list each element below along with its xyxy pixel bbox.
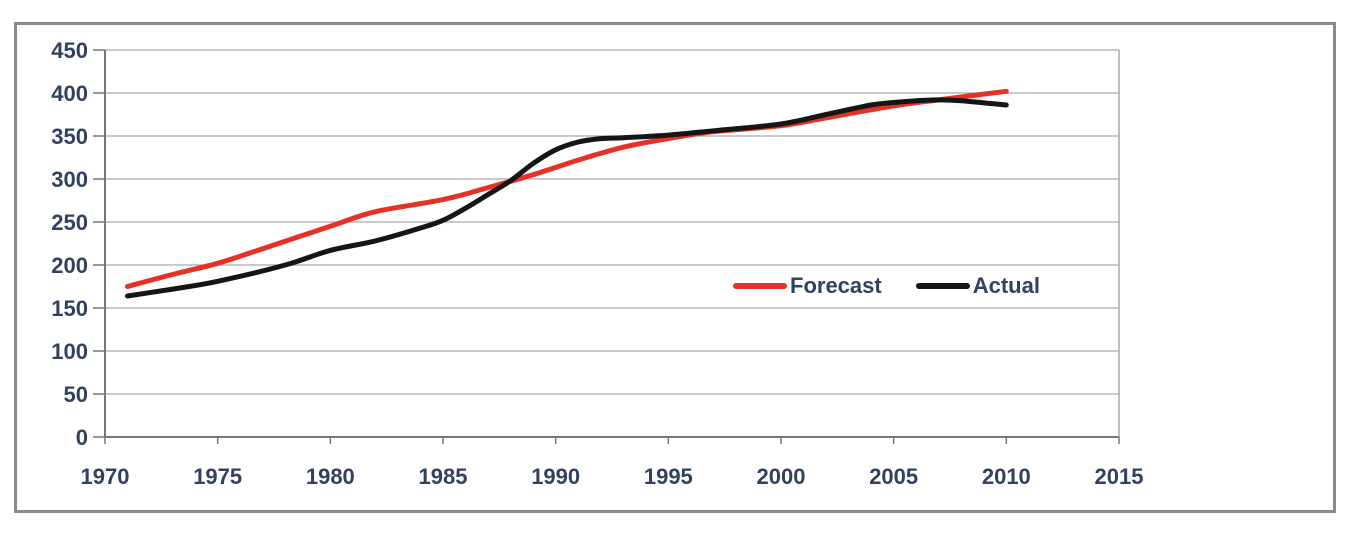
y-tick-label: 400	[51, 81, 88, 106]
x-tick-label: 1990	[531, 464, 580, 489]
x-tick-label: 1985	[419, 464, 468, 489]
x-tick-label: 1975	[193, 464, 242, 489]
series-line-forecast	[125, 88, 1009, 289]
legend-label-actual: Actual	[972, 273, 1040, 298]
legend-item-actual: Actual	[915, 273, 1040, 298]
y-tick-label: 50	[64, 382, 88, 407]
x-tick-label: 2015	[1095, 464, 1144, 489]
y-tick-label: 450	[51, 38, 88, 63]
y-tick-label: 100	[51, 339, 88, 364]
y-tick-label: 350	[51, 124, 88, 149]
y-tick-label: 150	[51, 296, 88, 321]
x-tick-label: 2000	[757, 464, 806, 489]
series-line-actual	[125, 97, 1009, 299]
actual-line-swatch	[915, 283, 970, 289]
y-tick-label: 0	[76, 425, 88, 450]
y-tick-label: 200	[51, 253, 88, 278]
legend-label-forecast: Forecast	[790, 273, 882, 298]
y-tick-label: 250	[51, 210, 88, 235]
legend-item-forecast: Forecast	[733, 275, 882, 297]
x-tick-label: 1970	[81, 464, 130, 489]
x-tick-label: 1980	[306, 464, 355, 489]
x-tick-label: 1995	[644, 464, 693, 489]
y-tick-label: 300	[51, 167, 88, 192]
x-tick-label: 2010	[982, 464, 1031, 489]
line-chart: 0 50 100 150 200 250 300 350 400 450 1970 1975 1980 1…	[51, 38, 1144, 489]
forecast-line-swatch	[733, 283, 787, 289]
x-tick-label: 2005	[869, 464, 918, 489]
chart-legend: Forecast Actual	[733, 272, 1040, 300]
chart-figure: 0 50 100 150 200 250 300 350 400 450 1970 1975 1980 1…	[14, 22, 1336, 513]
